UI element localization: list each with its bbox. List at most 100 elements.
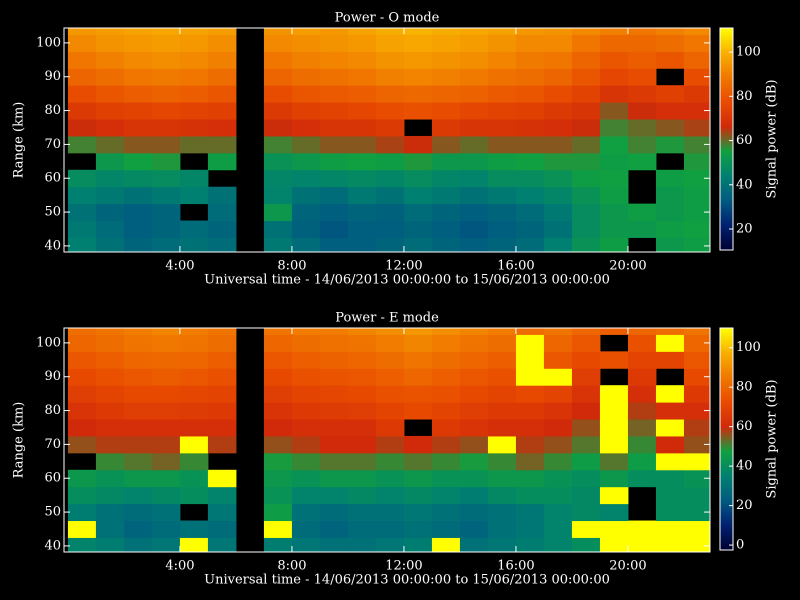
colorbar-segment xyxy=(720,404,733,407)
heatmap-cell xyxy=(515,537,545,552)
heatmap-cell xyxy=(571,152,601,171)
heatmap-cell xyxy=(151,169,181,188)
colorbar-segment xyxy=(720,476,733,479)
heatmap-cell xyxy=(571,203,601,222)
colorbar-segment xyxy=(720,384,733,387)
heatmap-cell xyxy=(123,537,153,552)
heatmap-cell xyxy=(67,368,97,386)
heatmap-cell xyxy=(683,34,710,52)
heatmap-cell xyxy=(179,169,209,188)
heatmap-cell xyxy=(599,520,629,538)
heatmap-cell xyxy=(319,28,349,35)
heatmap-cell xyxy=(599,34,629,52)
heatmap-cell xyxy=(571,102,601,120)
colorbar-segment xyxy=(720,186,733,189)
heatmap-cell xyxy=(67,503,97,522)
colorbar-segment xyxy=(720,206,733,209)
heatmap-cell xyxy=(403,34,433,52)
heatmap-cell xyxy=(543,368,573,386)
heatmap-cell xyxy=(515,203,545,222)
heatmap-cell xyxy=(67,237,97,252)
heatmap-cell xyxy=(67,334,97,352)
colorbar-segment xyxy=(720,508,733,511)
colorbar-segment xyxy=(720,456,733,459)
colorbar-segment xyxy=(720,332,733,335)
colorbar-tick-label: 60 xyxy=(736,419,753,434)
heatmap-cell xyxy=(403,385,433,403)
colorbar-tick-label: 20 xyxy=(736,498,753,513)
colorbar-segment xyxy=(720,90,733,93)
heatmap-cell xyxy=(403,203,433,222)
heatmap-cell xyxy=(123,452,153,471)
colorbar-segment xyxy=(720,534,733,537)
heatmap-cell xyxy=(683,503,710,522)
colorbar-segment xyxy=(720,104,733,107)
heatmap-cell xyxy=(431,68,461,86)
heatmap-cell xyxy=(543,152,573,171)
colorbar-segment xyxy=(720,394,733,397)
x-tick-label: 8:00 xyxy=(277,259,306,274)
heatmap-cell xyxy=(543,385,573,403)
heatmap-cell xyxy=(431,237,461,252)
y-tick-label: 60 xyxy=(44,471,61,486)
heatmap-cell xyxy=(515,520,545,538)
heatmap-cell xyxy=(95,119,125,137)
heatmap-cell xyxy=(67,419,97,437)
heatmap-cell xyxy=(515,51,545,69)
heatmap-cell xyxy=(543,203,573,222)
heatmap-cell xyxy=(95,220,125,238)
colorbar-segment xyxy=(720,52,733,55)
heatmap-cell xyxy=(599,169,629,188)
heatmap-cell xyxy=(487,237,517,252)
heatmap-cell xyxy=(683,152,710,171)
heatmap-cell xyxy=(543,119,573,137)
heatmap-cell xyxy=(515,135,545,154)
heatmap-cell xyxy=(515,34,545,52)
heatmap-cell xyxy=(207,28,237,35)
heatmap-cell xyxy=(291,169,321,188)
heatmap-cell xyxy=(263,435,293,454)
heatmap-cell xyxy=(291,419,321,437)
heatmap-cell xyxy=(375,486,405,505)
heatmap-cell xyxy=(207,203,237,222)
heatmap-cell xyxy=(179,334,209,352)
colorbar-segment xyxy=(720,54,733,57)
heatmap-cell xyxy=(543,68,573,86)
colorbar-segment xyxy=(720,518,733,521)
colorbar-segment xyxy=(720,472,733,475)
colorbar-segment xyxy=(720,58,733,61)
heatmap-cell xyxy=(655,503,685,522)
y-tick-label: 70 xyxy=(44,437,61,452)
heatmap-cell xyxy=(291,503,321,522)
heatmap-cell xyxy=(319,220,349,238)
heatmap-cell xyxy=(263,102,293,120)
heatmap-cell xyxy=(459,368,489,386)
x-tick-label: 4:00 xyxy=(165,259,194,274)
heatmap-cell xyxy=(151,435,181,454)
heatmap-cell xyxy=(515,486,545,505)
heatmap-cell xyxy=(291,435,321,454)
heatmap-cell xyxy=(599,419,629,437)
heatmap-cell xyxy=(487,203,517,222)
colorbar-segment xyxy=(720,392,733,395)
colorbar-segment xyxy=(720,468,733,471)
heatmap-cell xyxy=(375,135,405,154)
heatmap-panel: Power - O mode 4:00 8:00 12:00 16:00 20:00 40 5… xyxy=(12,11,780,288)
colorbar-segment xyxy=(720,34,733,37)
heatmap-cell xyxy=(571,537,601,552)
colorbar-segment xyxy=(720,84,733,87)
colorbar-segment xyxy=(720,424,733,427)
heatmap-cell xyxy=(151,68,181,86)
heatmap-cell xyxy=(487,351,517,369)
colorbar-segment xyxy=(720,176,733,179)
heatmap-cell xyxy=(599,486,629,505)
heatmap-cell xyxy=(403,152,433,171)
heatmap-cell xyxy=(515,169,545,188)
colorbar-segment xyxy=(720,372,733,375)
heatmap-cell xyxy=(403,520,433,538)
heatmap-cell xyxy=(207,85,237,103)
heatmap-cell xyxy=(459,537,489,552)
heatmap-cell xyxy=(459,169,489,188)
heatmap-cell xyxy=(347,503,377,522)
